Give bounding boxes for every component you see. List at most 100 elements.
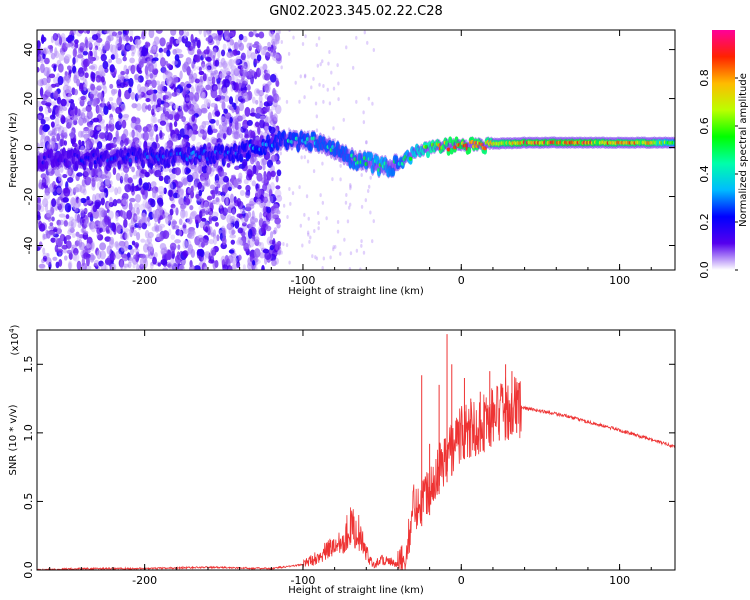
spectrogram-noise-cell: [110, 252, 116, 261]
spectrogram-noise-cell: [89, 57, 94, 65]
spectrogram-noise-cell: [371, 101, 374, 106]
spectrogram-noise-cell: [201, 91, 206, 100]
spectrogram-noise-cell: [280, 250, 283, 255]
spectrogram-noise-cell: [245, 203, 251, 208]
spectrogram-noise-cell: [149, 125, 156, 133]
spectrogram-ridge-cell: [454, 136, 459, 144]
spectrogram-noise-cell: [115, 212, 119, 222]
spectrogram-noise-cell: [37, 214, 41, 221]
spectrogram-noise-cell: [103, 105, 109, 116]
spectrogram-noise-cell: [162, 167, 170, 172]
spectrogram-noise-cell: [144, 239, 151, 247]
spectrogram-noise-cell: [332, 245, 335, 250]
spectrogram-noise-cell: [110, 54, 116, 60]
spectrogram-noise-cell: [77, 222, 82, 229]
spectrogram-noise-cell: [276, 96, 281, 101]
top-y-tick-label: 40: [22, 43, 35, 57]
bottom-y-tick-label: 1.0: [22, 424, 35, 442]
spectrogram-noise-cell: [171, 133, 179, 142]
bottom-x-tick-label: -200: [132, 574, 157, 587]
spectrogram-noise-cell: [332, 126, 335, 131]
spectrogram-noise-cell: [265, 225, 272, 232]
spectrogram-noise-cell: [47, 130, 54, 136]
spectrogram-noise-cell: [70, 109, 75, 116]
spectrogram-noise-cell: [71, 115, 77, 121]
spectrogram-noise-cell: [65, 92, 72, 97]
spectrogram-noise-cell: [66, 123, 72, 129]
spectrogram-noise-cell: [72, 186, 80, 193]
spectrogram-noise-cell: [244, 79, 249, 84]
spectrogram-noise-cell: [42, 233, 46, 241]
spectrogram-noise-cell: [188, 96, 194, 102]
spectrogram-noise-cell: [272, 249, 278, 258]
spectrogram-noise-cell: [207, 111, 212, 122]
spectrogram-noise-cell: [118, 247, 125, 255]
spectrogram-ridge-cell: [95, 147, 100, 157]
spectrogram-noise-cell: [265, 219, 271, 225]
spectrogram-noise-cell: [266, 206, 272, 214]
spectrogram-noise-cell: [246, 119, 253, 127]
spectrogram-noise-cell: [87, 121, 94, 128]
spectrogram-noise-cell: [38, 263, 46, 269]
spectrogram-noise-cell: [315, 42, 318, 47]
spectrogram-noise-cell: [146, 216, 151, 223]
spectrogram-noise-cell: [99, 242, 107, 251]
spectrogram-noise-cell: [129, 35, 134, 43]
spectrogram-noise-cell: [218, 87, 223, 96]
spectrogram-ridge-peak: [470, 139, 475, 144]
spectrogram-ridge-peak: [446, 147, 451, 152]
spectrogram-ridge-cell: [448, 136, 453, 144]
spectrogram-noise-cell: [116, 135, 121, 143]
spectrogram-noise-cell: [262, 83, 268, 89]
spectrogram-noise-cell: [243, 178, 249, 185]
spectrogram-noise-cell: [152, 68, 159, 75]
spectrogram-noise-cell: [50, 237, 56, 243]
spectrogram-noise-cell: [215, 35, 221, 46]
spectrogram-noise-cell: [40, 173, 47, 179]
spectrogram-noise-cell: [40, 36, 47, 43]
spectrogram-noise-cell: [75, 231, 80, 237]
spectrogram-noise-cell: [275, 185, 281, 190]
spectrogram-noise-cell: [58, 173, 62, 182]
spectrogram-ridge-peak: [87, 156, 92, 161]
spectrogram-noise-cell: [54, 124, 62, 130]
spectrogram-noise-cell: [89, 254, 96, 261]
spectrogram-noise-cell: [254, 110, 262, 119]
spectrogram-ridge-cell: [141, 159, 146, 169]
spectrogram-ridge-peak: [127, 152, 131, 157]
spectrogram-noise-cell: [120, 43, 125, 52]
spectrogram-noise-cell: [244, 60, 250, 71]
spectrogram-noise-cell: [81, 140, 85, 146]
spectrogram-noise-cell: [176, 109, 184, 120]
spectrogram-noise-cell: [371, 239, 374, 244]
spectrogram-noise-cell: [108, 58, 113, 63]
spectrogram-noise-cell: [89, 93, 95, 100]
spectrogram-noise-cell: [167, 214, 173, 221]
spectrogram-noise-cell: [179, 70, 183, 80]
spectrogram-noise-cell: [332, 86, 336, 91]
spectrogram-noise-cell: [47, 45, 54, 50]
spectrogram-noise-cell: [234, 220, 240, 229]
spectrogram-noise-cell: [56, 133, 61, 142]
spectrogram-noise-cell: [41, 94, 48, 101]
spectrogram-noise-cell: [205, 37, 212, 42]
spectrogram-noise-cell: [247, 237, 251, 243]
spectrogram-noise-cell: [51, 135, 56, 143]
spectrogram-noise-cell: [86, 257, 90, 267]
spectrogram-noise-cell: [176, 181, 184, 189]
spectrogram-ridge-cell: [343, 146, 348, 156]
spectrogram-ridge-peak: [400, 161, 405, 166]
spectrogram-noise-cell: [134, 130, 139, 137]
spectrogram-noise-cell: [110, 101, 114, 109]
spectrogram-noise-cell: [99, 227, 103, 233]
spectrogram-noise-cell: [279, 151, 282, 156]
spectrogram-noise-cell: [363, 30, 366, 35]
spectrogram-noise-cell: [206, 207, 211, 212]
spectrogram-noise-cell: [184, 210, 188, 218]
spectrogram-noise-cell: [271, 104, 277, 111]
spectrogram-noise-cell: [360, 204, 364, 209]
spectrogram-noise-cell: [109, 83, 114, 89]
spectrogram-ridge-peak: [198, 154, 202, 159]
spectrogram-noise-cell: [38, 263, 46, 270]
spectrogram-noise-cell: [212, 260, 217, 270]
